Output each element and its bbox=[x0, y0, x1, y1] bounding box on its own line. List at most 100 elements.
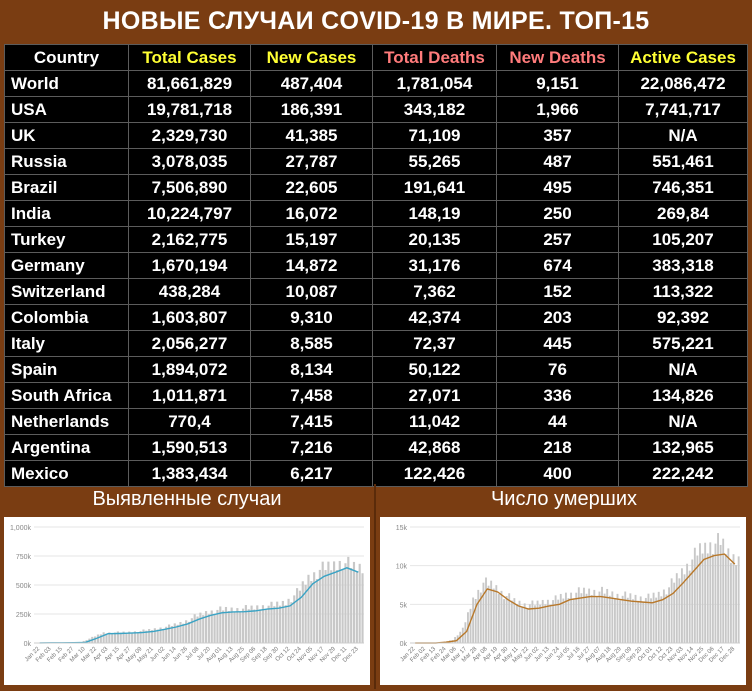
deaths-bar bbox=[706, 553, 709, 643]
cases-bar bbox=[162, 628, 165, 643]
deaths-bar bbox=[601, 586, 603, 643]
deaths-bar bbox=[554, 595, 557, 643]
cases-chart-panel: 1,000k 750k 500k 250k 0k Jan 22 Feb 03 Feb 15 Fe… bbox=[4, 517, 370, 685]
table-row: Italy 2,056,277 8,585 72,37 445 575,221 bbox=[4, 330, 748, 357]
cases-bar bbox=[296, 588, 299, 643]
cases-bar bbox=[278, 605, 282, 643]
cases-bar bbox=[182, 623, 185, 643]
deaths-bar bbox=[562, 598, 565, 643]
deaths-bar bbox=[611, 591, 614, 643]
deaths-bar bbox=[583, 587, 585, 643]
deaths-bar bbox=[521, 606, 524, 643]
deaths-bar bbox=[673, 582, 676, 643]
cell-active-cases: 746,351 bbox=[618, 174, 748, 201]
cases-bar bbox=[261, 605, 265, 643]
cases-bar bbox=[273, 606, 276, 643]
cell-total-deaths: 31,176 bbox=[372, 252, 497, 279]
cell-total-deaths: 148,19 bbox=[372, 200, 497, 227]
cases-bar bbox=[333, 561, 336, 643]
cell-active-cases: 269,84 bbox=[618, 200, 748, 227]
cell-total-deaths: 122,426 bbox=[372, 460, 497, 487]
cases-bar bbox=[187, 621, 191, 643]
cell-total-deaths: 11,042 bbox=[372, 408, 497, 435]
cases-ytick-label: 0k bbox=[24, 641, 32, 648]
deaths-bar bbox=[580, 593, 583, 643]
deaths-bar bbox=[531, 600, 534, 643]
cases-bar bbox=[116, 631, 119, 643]
cell-total-cases: 2,329,730 bbox=[128, 122, 251, 149]
deaths-bar bbox=[485, 577, 487, 643]
cases-bar bbox=[313, 572, 316, 643]
deaths-bar bbox=[474, 599, 477, 643]
deaths-bar bbox=[621, 595, 624, 643]
deaths-bar bbox=[714, 543, 717, 643]
cases-bar bbox=[219, 606, 222, 643]
cell-active-cases: 383,318 bbox=[618, 252, 748, 279]
cell-active-cases: 222,242 bbox=[618, 460, 748, 487]
cases-bar bbox=[204, 611, 208, 643]
deaths-bar bbox=[492, 588, 495, 643]
deaths-bar bbox=[588, 588, 591, 643]
cell-total-deaths: 50,122 bbox=[372, 356, 497, 383]
cell-new-cases: 15,197 bbox=[250, 226, 373, 253]
deaths-bar bbox=[637, 600, 640, 643]
cell-new-cases: 186,391 bbox=[250, 96, 373, 123]
deaths-bar bbox=[665, 594, 668, 643]
deaths-bar bbox=[541, 599, 544, 643]
cell-total-cases: 770,4 bbox=[128, 408, 251, 435]
deaths-bar bbox=[722, 538, 725, 643]
cases-bar bbox=[327, 561, 330, 643]
cases-bar bbox=[168, 624, 171, 643]
cases-bar bbox=[270, 601, 273, 643]
cases-ytick-label: 750k bbox=[16, 554, 32, 561]
deaths-bar bbox=[626, 597, 629, 643]
cases-bar bbox=[108, 632, 111, 643]
cases-bar bbox=[244, 605, 247, 643]
cases-bar bbox=[301, 581, 304, 643]
cell-total-cases: 10,224,797 bbox=[128, 200, 251, 227]
deaths-bar bbox=[709, 542, 712, 643]
cell-new-cases: 8,134 bbox=[250, 356, 373, 383]
cases-bar bbox=[355, 571, 358, 643]
cases-bar bbox=[159, 627, 162, 643]
cases-bar bbox=[122, 631, 125, 643]
cell-total-cases: 438,284 bbox=[128, 278, 251, 305]
cases-bar bbox=[105, 633, 108, 643]
cell-active-cases: 7,741,717 bbox=[618, 96, 748, 123]
cases-bar bbox=[199, 612, 202, 643]
cases-bar bbox=[267, 605, 270, 643]
deaths-bar bbox=[482, 582, 485, 643]
table-row: Brazil 7,506,890 22,605 191,641 495 746,351 bbox=[4, 174, 748, 201]
cases-bar bbox=[227, 611, 230, 643]
deaths-bar bbox=[513, 598, 516, 643]
cell-total-cases: 7,506,890 bbox=[128, 174, 251, 201]
deaths-bar bbox=[472, 597, 475, 643]
cases-bar bbox=[99, 634, 102, 643]
cases-bar bbox=[185, 620, 188, 643]
cell-total-cases: 1,894,072 bbox=[128, 356, 251, 383]
cases-bar bbox=[179, 621, 182, 643]
deaths-bar bbox=[536, 600, 539, 643]
cases-bar bbox=[236, 608, 239, 643]
deaths-bar bbox=[559, 593, 562, 643]
cases-bar bbox=[139, 631, 142, 643]
cell-country: South Africa bbox=[4, 382, 129, 409]
deaths-bar bbox=[639, 596, 642, 643]
column-header-new-deaths: New Deaths bbox=[496, 44, 619, 71]
cases-bar bbox=[156, 629, 159, 643]
cases-bar bbox=[94, 636, 97, 643]
cases-bar bbox=[119, 632, 122, 643]
cases-bar bbox=[307, 574, 310, 643]
deaths-bar bbox=[518, 600, 521, 643]
deaths-bar bbox=[454, 637, 457, 643]
deaths-bar bbox=[469, 608, 472, 643]
cases-bar bbox=[113, 632, 117, 643]
column-header-new-cases: New Cases bbox=[250, 44, 373, 71]
cell-active-cases: 575,221 bbox=[618, 330, 748, 357]
cases-bar bbox=[128, 631, 131, 643]
cell-new-cases: 8,585 bbox=[250, 330, 373, 357]
deaths-bar bbox=[495, 585, 498, 643]
cases-bar bbox=[330, 570, 333, 643]
deaths-bar bbox=[732, 554, 735, 643]
cases-bar bbox=[344, 563, 347, 643]
